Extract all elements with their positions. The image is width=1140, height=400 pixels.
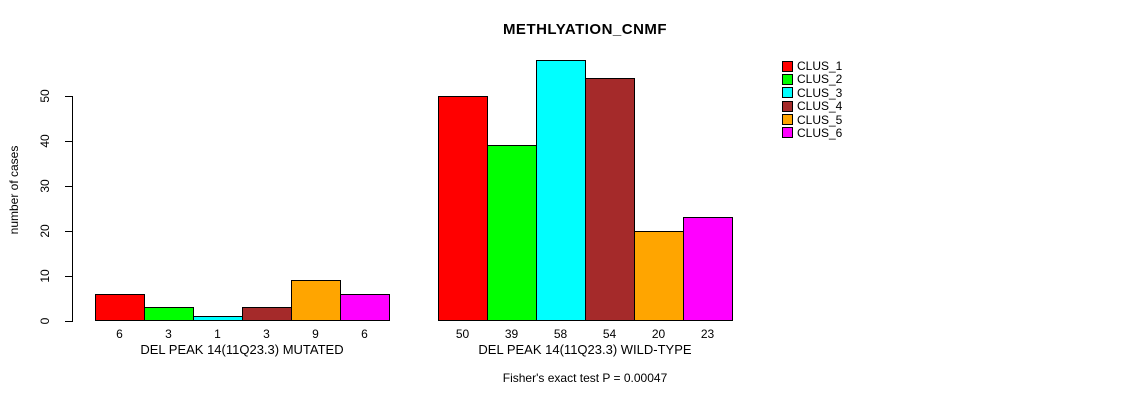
legend-item: CLUS_4 — [782, 100, 842, 112]
legend-item: CLUS_5 — [782, 114, 842, 126]
bar-clus_1 — [438, 96, 488, 321]
bar-value-label: 3 — [165, 327, 172, 341]
stat-annotation: Fisher's exact test P = 0.00047 — [502, 371, 668, 385]
bar-clus_3 — [536, 60, 586, 321]
bar-value-label: 54 — [602, 327, 617, 341]
legend-series-label: CLUS_3 — [797, 85, 843, 100]
bar-clus_5 — [291, 280, 341, 321]
legend-series-label: CLUS_5 — [797, 112, 843, 127]
y-tick-label: 30 — [38, 179, 52, 193]
bar-value-label: 3 — [263, 327, 270, 341]
x-group-label-mutated: DEL PEAK 14(11Q23.3) MUTATED — [140, 342, 344, 357]
legend-color-swatch — [782, 127, 793, 139]
bar-value-label: 9 — [312, 327, 319, 341]
x-group-label-wildtype: DEL PEAK 14(11Q23.3) WILD-TYPE — [478, 342, 692, 357]
legend-color-swatch — [782, 73, 793, 85]
bar-clus_5 — [634, 231, 684, 321]
bar-value-label: 20 — [651, 327, 666, 341]
y-tick-mark — [65, 231, 72, 232]
legend-item: CLUS_3 — [782, 87, 842, 99]
y-tick-mark — [65, 276, 72, 277]
bar-value-label: 6 — [361, 327, 368, 341]
bar-value-label: 1 — [214, 327, 221, 341]
bar-clus_2 — [144, 307, 194, 321]
legend-series-label: CLUS_4 — [797, 99, 843, 114]
legend-color-swatch — [782, 114, 793, 126]
y-axis-line — [72, 96, 73, 322]
bar-value-label: 39 — [504, 327, 519, 341]
bar-clus_4 — [585, 78, 635, 321]
bar-clus_6 — [683, 217, 733, 321]
bar-clus_1 — [95, 294, 145, 321]
bar-clus_4 — [242, 307, 292, 321]
chart-title: METHLYATION_CNMF — [502, 21, 668, 38]
y-axis-title: number of cases — [7, 145, 21, 235]
bar-clus_2 — [487, 145, 537, 321]
bar-clus_3 — [193, 316, 243, 321]
y-tick-label: 0 — [38, 317, 52, 325]
legend-series-label: CLUS_2 — [797, 72, 843, 87]
y-tick-mark — [65, 186, 72, 187]
bar-value-label: 6 — [116, 327, 123, 341]
y-tick-label: 40 — [38, 134, 52, 148]
y-tick-label: 50 — [38, 89, 52, 103]
legend: CLUS_1 CLUS_2 CLUS_3 CLUS_4 CLUS_5 CLUS_6 — [782, 60, 842, 140]
bar-clus_6 — [340, 294, 390, 321]
y-tick-label: 10 — [38, 269, 52, 283]
bar-value-label: 58 — [553, 327, 568, 341]
legend-color-swatch — [782, 60, 793, 72]
legend-item: CLUS_2 — [782, 73, 842, 85]
bar-value-label: 50 — [455, 327, 470, 341]
legend-series-label: CLUS_1 — [797, 59, 843, 73]
y-tick-mark — [65, 96, 72, 97]
legend-color-swatch — [782, 100, 793, 112]
bar-value-label: 23 — [700, 327, 715, 341]
legend-item: CLUS_6 — [782, 127, 842, 139]
legend-item: CLUS_1 — [782, 60, 842, 72]
legend-color-swatch — [782, 87, 793, 99]
y-tick-mark — [65, 321, 72, 322]
y-tick-mark — [65, 141, 72, 142]
y-tick-label: 20 — [38, 224, 52, 238]
legend-series-label: CLUS_6 — [797, 125, 843, 140]
